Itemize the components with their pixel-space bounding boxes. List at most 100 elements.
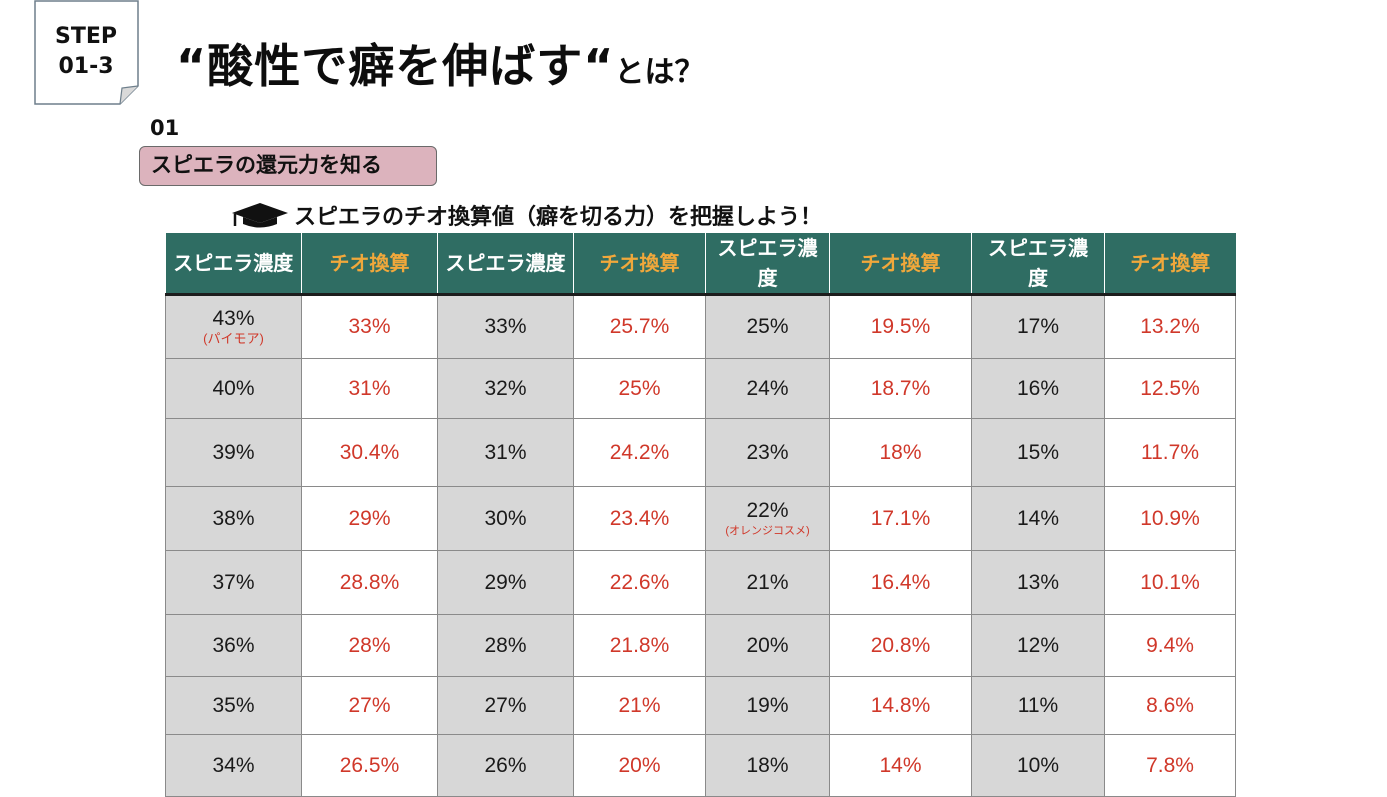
thio-value-cell: 18% [829,418,972,487]
cell-value: 19.5% [870,315,931,338]
subheading: スピエラのチオ換算値（癖を切る力）を把握しよう！ [230,199,822,231]
concentration-cell: 29% [437,550,574,615]
cell-value: 18.7% [870,376,931,400]
cell-value: 43% [212,307,255,330]
thio-value-cell: 7.8% [1104,734,1236,797]
cell-value: 27% [484,693,527,717]
product-note: (パイモア) [203,331,264,346]
concentration-cell: 17% [971,294,1105,359]
thio-value-cell: 24.2% [573,418,706,487]
cell-value: 10.9% [1140,506,1200,530]
cell-value: 23% [746,440,789,464]
thio-value-cell: 21% [573,676,706,735]
cell-value: 28% [484,633,527,657]
table-row: 39% 30.4% 31% 24.2% 23% 18% 15% 11.7% [165,418,1236,487]
thio-value-cell: 27% [301,676,438,735]
section-number: 01 [150,116,180,140]
column-header: チオ換算 [573,233,706,296]
concentration-cell: 13% [971,550,1105,615]
step-label: STEP 01-3 [34,22,138,82]
column-header: チオ換算 [1104,233,1236,296]
cell-value: 14.8% [870,693,931,717]
cell-value: 15% [1016,440,1060,464]
cell-value: 16.4% [870,570,931,594]
thio-value-cell: 10.1% [1104,550,1236,615]
cell-value: 40% [212,376,255,400]
table-row: 34% 26.5% 26% 20% 18% 14% 10% 7.8% [165,734,1236,797]
cell-value: 28% [348,633,391,657]
concentration-cell: 25% [705,294,830,359]
thio-value-cell: 23.4% [573,486,706,551]
concentration-cell: 15% [971,418,1105,487]
page-title: “酸性で癖を伸ばす“とは？ [176,30,704,96]
concentration-cell: 39% [165,418,302,487]
cell-value: 16% [1016,376,1060,400]
concentration-cell: 30% [437,486,574,551]
thio-value-cell: 14% [829,734,972,797]
cell-value: 25.7% [609,315,670,338]
concentration-cell: 24% [705,358,830,419]
column-header: スピエラ濃度 [437,233,574,296]
cell-value: 21% [746,570,789,594]
cell-value: 38% [212,506,255,530]
concentration-cell: 16% [971,358,1105,419]
step-badge-frame [34,0,139,105]
concentration-cell: 27% [437,676,574,735]
table-row: 40% 31% 32% 25% 24% 18.7% 16% 12.5% [165,358,1236,419]
thio-value-cell: 12.5% [1104,358,1236,419]
cell-value: 13.2% [1140,315,1200,338]
concentration-cell: 28% [437,614,574,677]
column-header: スピエラ濃度 [165,233,302,296]
cell-value: 14% [879,753,922,777]
thio-value-cell: 8.6% [1104,676,1236,735]
concentration-cell: 14% [971,486,1105,551]
thio-value-cell: 28.8% [301,550,438,615]
thio-value-cell: 9.4% [1104,614,1236,677]
cell-value: 12.5% [1140,376,1200,400]
cell-value: 34% [212,753,255,777]
cell-value: 8.6% [1146,693,1194,717]
cell-value: 26.5% [339,753,400,777]
cell-value: 23.4% [609,506,670,530]
cell-value: 18% [746,753,789,777]
cell-value: 9.4% [1146,633,1194,657]
cell-value: 24% [746,376,789,400]
cell-value: 24.2% [609,440,670,464]
thio-value-cell: 33% [301,294,438,359]
concentration-cell: 19% [705,676,830,735]
thio-value-cell: 18.7% [829,358,972,419]
thio-value-cell: 29% [301,486,438,551]
table-row: 36% 28% 28% 21.8% 20% 20.8% 12% 9.4% [165,614,1236,677]
cell-value: 11% [1017,693,1059,717]
thio-value-cell: 25% [573,358,706,419]
concentration-cell: 32% [437,358,574,419]
thio-value-cell: 20.8% [829,614,972,677]
graduation-cap-icon [232,203,288,228]
product-note: (オレンジコスメ) [725,524,810,537]
cell-value: 27% [348,693,391,717]
cell-value: 20% [746,633,789,657]
thio-value-cell: 28% [301,614,438,677]
cell-value: 22% [746,498,789,522]
cell-value: 13% [1016,570,1060,594]
conversion-table: スピエラ濃度 チオ換算 スピエラ濃度 チオ換算 スピエラ濃度 チオ換算 スピエラ… [165,233,1236,797]
cell-value: 28.8% [339,570,400,594]
cell-value: 39% [212,440,255,464]
cell-value: 26% [484,753,527,777]
concentration-cell: 31% [437,418,574,487]
cell-value: 18% [879,440,922,464]
concentration-cell: 11% [971,676,1105,735]
cell-value: 21.8% [609,633,670,657]
thio-value-cell: 10.9% [1104,486,1236,551]
thio-value-cell: 25.7% [573,294,706,359]
step-line1: STEP [54,24,117,49]
cell-value: 31% [348,376,391,400]
concentration-cell: 26% [437,734,574,797]
concentration-cell: 20% [705,614,830,677]
table-row: 35% 27% 27% 21% 19% 14.8% 11% 8.6% [165,676,1236,735]
cell-value: 33% [348,315,391,338]
cell-value: 7.8% [1146,753,1194,777]
concentration-cell: 23% [705,418,830,487]
cell-value: 36% [212,633,255,657]
cell-value: 29% [484,570,527,594]
